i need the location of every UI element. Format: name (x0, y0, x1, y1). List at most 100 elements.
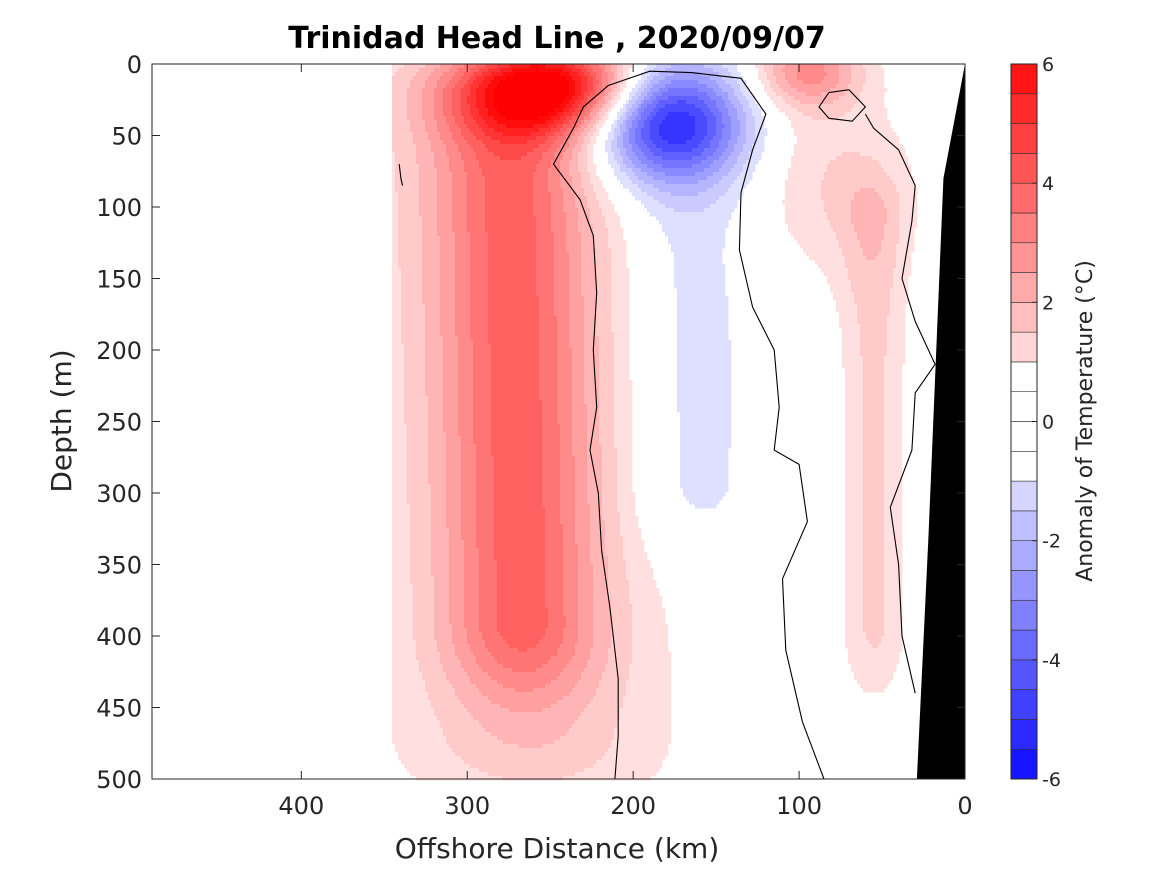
anomaly-cell (458, 384, 462, 389)
anomaly-cell (407, 136, 411, 141)
anomaly-cell (428, 312, 432, 317)
anomaly-cell (440, 684, 444, 689)
anomaly-cell (422, 148, 426, 153)
anomaly-cell (431, 508, 435, 513)
anomaly-cell (410, 556, 414, 561)
anomaly-cell (395, 616, 399, 621)
anomaly-cell (428, 244, 432, 249)
anomaly-cell (422, 72, 426, 77)
anomaly-cell (413, 296, 417, 301)
anomaly-cell (428, 416, 432, 421)
anomaly-cell (419, 192, 423, 197)
anomaly-cell (443, 532, 447, 537)
anomaly-cell (404, 316, 408, 321)
anomaly-cell (446, 524, 450, 529)
anomaly-cell (431, 700, 435, 705)
anomaly-cell (413, 292, 417, 297)
anomaly-cell (392, 276, 396, 281)
anomaly-cell (461, 464, 465, 469)
anomaly-cell (443, 276, 447, 281)
anomaly-cell (398, 692, 402, 697)
anomaly-cell (419, 208, 423, 213)
anomaly-cell (449, 424, 453, 429)
anomaly-cell (464, 476, 468, 481)
anomaly-cell (458, 520, 462, 525)
anomaly-cell (449, 272, 453, 277)
anomaly-cell (473, 740, 477, 745)
anomaly-cell (437, 700, 441, 705)
anomaly-cell (407, 212, 411, 217)
anomaly-cell (419, 268, 423, 273)
anomaly-cell (416, 260, 420, 265)
anomaly-cell (416, 744, 420, 749)
anomaly-cell (392, 716, 396, 721)
anomaly-cell (440, 156, 444, 161)
anomaly-cell (419, 568, 423, 573)
anomaly-cell (398, 320, 402, 325)
anomaly-cell (410, 648, 414, 653)
anomaly-cell (392, 152, 396, 157)
anomaly-cell (467, 224, 471, 229)
anomaly-cell (467, 592, 471, 597)
anomaly-cell (440, 412, 444, 417)
anomaly-cell (461, 544, 465, 549)
anomaly-cell (461, 368, 465, 373)
anomaly-cell (419, 560, 423, 565)
anomaly-cell (446, 536, 450, 541)
anomaly-cell (425, 252, 429, 257)
anomaly-cell (428, 460, 432, 465)
anomaly-cell (437, 84, 441, 89)
anomaly-cell (428, 556, 432, 561)
anomaly-cell (449, 576, 453, 581)
anomaly-cell (428, 256, 432, 261)
anomaly-cell (455, 76, 459, 81)
anomaly-cell (449, 196, 453, 201)
anomaly-cell (422, 676, 426, 681)
anomaly-cell (428, 676, 432, 681)
anomaly-cell (401, 192, 405, 197)
anomaly-cell (428, 600, 432, 605)
anomaly-cell (470, 556, 474, 561)
anomaly-cell (428, 684, 432, 689)
anomaly-cell (425, 556, 429, 561)
anomaly-cell (392, 520, 396, 525)
anomaly-cell (413, 520, 417, 525)
anomaly-cell (455, 300, 459, 305)
anomaly-cell (455, 696, 459, 701)
anomaly-cell (461, 572, 465, 577)
anomaly-cell (425, 112, 429, 117)
anomaly-cell (431, 88, 435, 93)
anomaly-cell (464, 312, 468, 317)
anomaly-cell (455, 536, 459, 541)
anomaly-cell (440, 92, 444, 97)
anomaly-cell (401, 196, 405, 201)
anomaly-cell (437, 644, 441, 649)
anomaly-cell (428, 568, 432, 573)
anomaly-cell (443, 376, 447, 381)
anomaly-cell (467, 276, 471, 281)
anomaly-cell (455, 252, 459, 257)
anomaly-cell (401, 444, 405, 449)
anomaly-cell (416, 636, 420, 641)
anomaly-cell (452, 244, 456, 249)
anomaly-cell (470, 120, 474, 125)
anomaly-cell (428, 520, 432, 525)
anomaly-cell (395, 476, 399, 481)
anomaly-cell (473, 92, 477, 97)
anomaly-cell (392, 492, 396, 497)
anomaly-cell (440, 528, 444, 533)
anomaly-cell (413, 136, 417, 141)
anomaly-cell (401, 284, 405, 289)
anomaly-cell (425, 320, 429, 325)
anomaly-cell (413, 380, 417, 385)
anomaly-cell (422, 640, 426, 645)
anomaly-cell (434, 344, 438, 349)
anomaly-cell (398, 368, 402, 373)
anomaly-cell (413, 156, 417, 161)
anomaly-cell (455, 92, 459, 97)
anomaly-cell (440, 540, 444, 545)
anomaly-cell (425, 300, 429, 305)
anomaly-cell (431, 524, 435, 529)
anomaly-cell (413, 336, 417, 341)
anomaly-cell (401, 528, 405, 533)
